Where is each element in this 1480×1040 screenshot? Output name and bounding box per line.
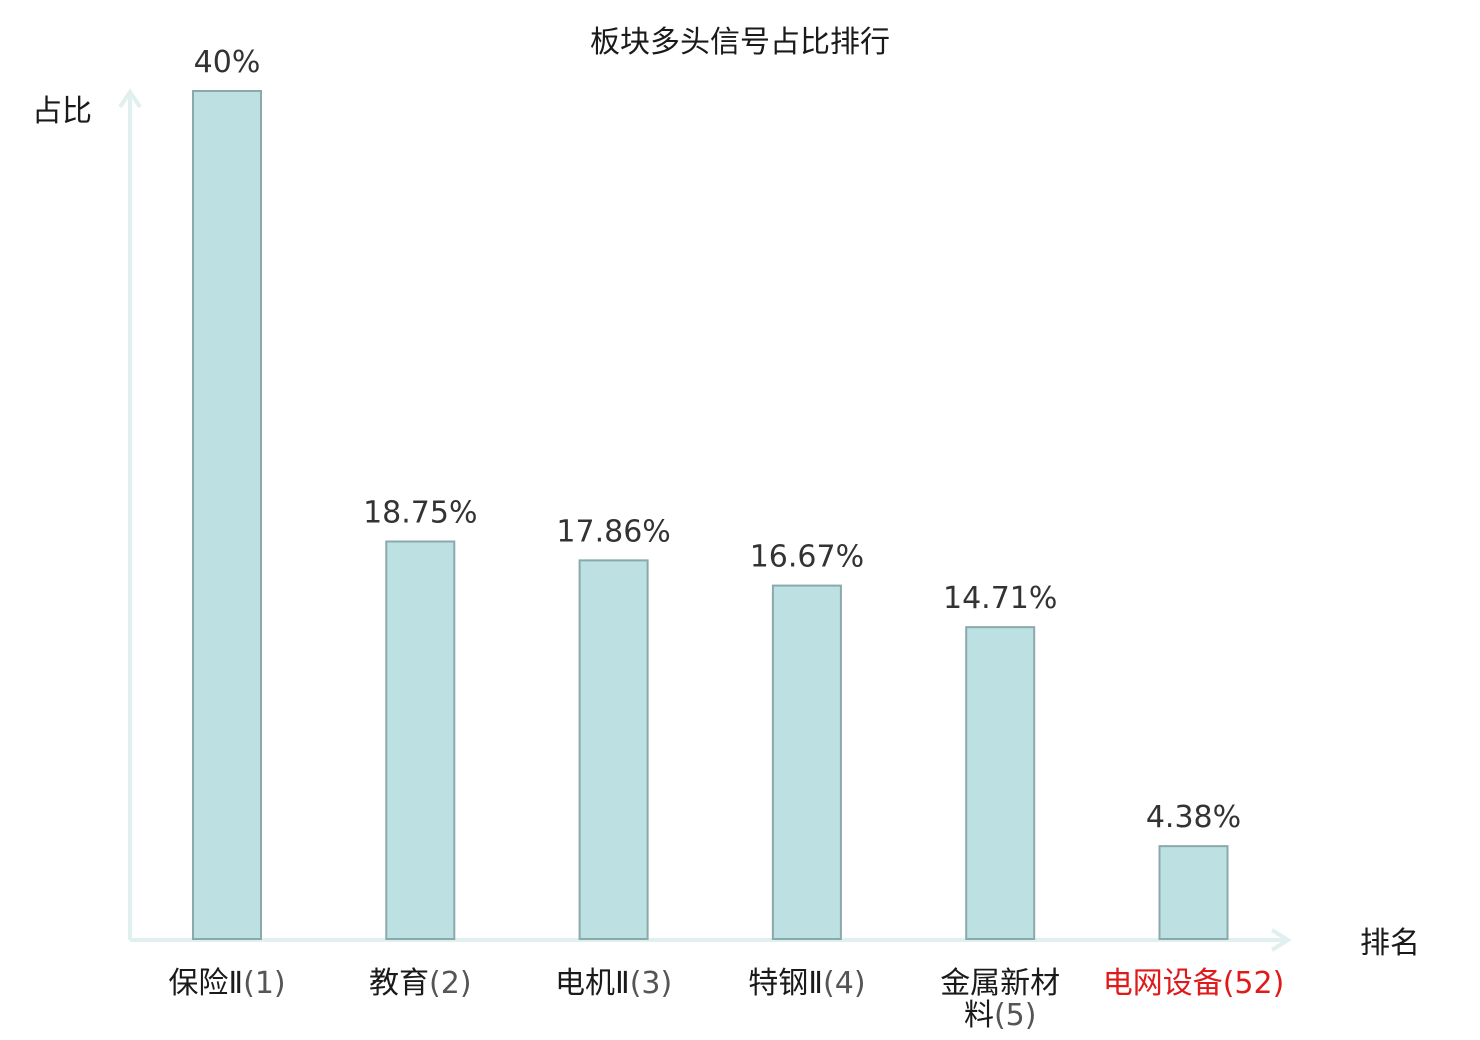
value-labels: 40% 18.75% 17.86% 16.67% 14.71% 4.38% bbox=[194, 45, 1242, 835]
category-name: 保险Ⅱ bbox=[168, 966, 243, 1001]
category-rank: (1) bbox=[243, 966, 286, 1001]
bar-value-label: 16.67% bbox=[750, 540, 864, 575]
category-rank: (4) bbox=[823, 966, 866, 1001]
category-name: 教育 bbox=[369, 966, 429, 1001]
bar bbox=[771, 584, 842, 940]
chart-title: 板块多头信号占比排行 bbox=[590, 25, 890, 60]
category-rank: (52) bbox=[1223, 966, 1285, 1001]
category-name: 电网设备 bbox=[1103, 966, 1223, 1001]
category-label: 特钢Ⅱ(4) bbox=[748, 966, 865, 1001]
bar bbox=[1158, 845, 1229, 940]
category-label: 电网设备(52) bbox=[1103, 966, 1285, 1001]
x-axis bbox=[130, 928, 1292, 952]
bars bbox=[192, 90, 1229, 940]
bar-value-label: 40% bbox=[194, 45, 261, 80]
category-label: 电机Ⅱ(3) bbox=[555, 966, 672, 1001]
category-label: 保险Ⅱ(1) bbox=[168, 966, 285, 1001]
category-rank: (5) bbox=[994, 998, 1036, 1033]
bar-value-label: 4.38% bbox=[1146, 800, 1241, 835]
bar bbox=[578, 559, 649, 940]
bar-value-label: 14.71% bbox=[943, 581, 1057, 616]
category-labels: 保险Ⅱ(1) 教育(2) 电机Ⅱ(3) 特钢Ⅱ(4) 金属新材料(5) 电网设备(52) bbox=[168, 966, 1284, 1033]
category-name: 特钢Ⅱ bbox=[748, 966, 823, 1001]
category-label: 金属新材料(5) bbox=[940, 966, 1060, 1033]
category-rank: (3) bbox=[630, 966, 673, 1001]
category-name: 电机Ⅱ bbox=[555, 966, 630, 1001]
category-name: 金属新材 bbox=[940, 966, 1060, 1001]
bar bbox=[965, 626, 1036, 940]
bar bbox=[385, 540, 456, 940]
category-label: 教育(2) bbox=[369, 966, 472, 1001]
y-axis bbox=[118, 88, 142, 940]
category-name-continued: 料 bbox=[964, 998, 994, 1033]
bar-value-label: 17.86% bbox=[556, 514, 670, 549]
y-axis-label: 占比 bbox=[32, 94, 92, 129]
x-axis-label: 排名 bbox=[1360, 926, 1420, 961]
category-rank: (2) bbox=[429, 966, 472, 1001]
bar-value-label: 18.75% bbox=[363, 496, 477, 531]
bar bbox=[192, 90, 262, 940]
